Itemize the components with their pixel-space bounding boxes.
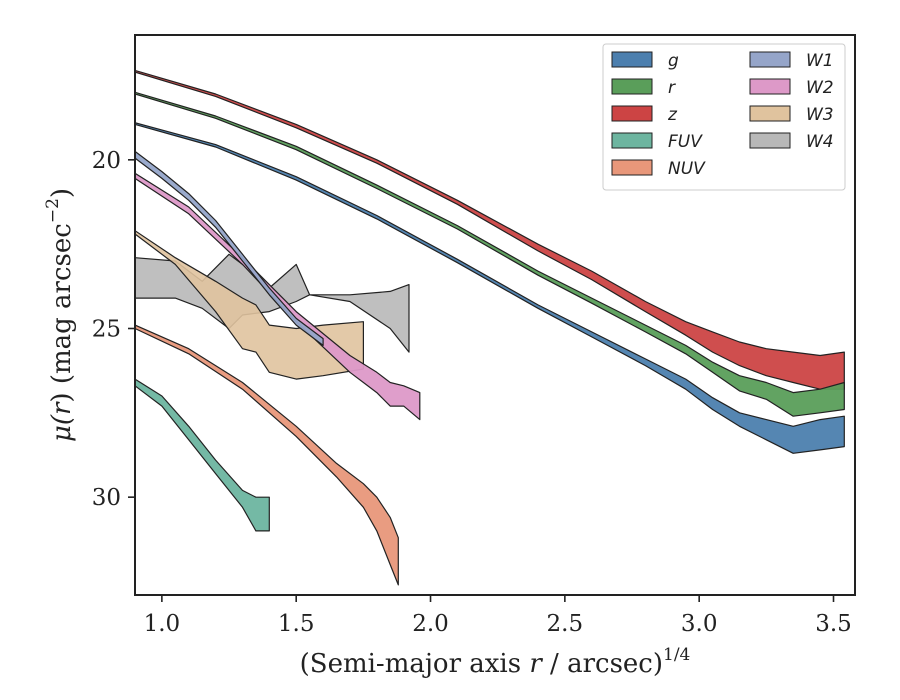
series-band-w4 <box>135 253 410 353</box>
legend-label-w4: W4 <box>806 132 834 152</box>
series-band-w3 <box>135 230 364 380</box>
legend-label-fuv: FUV <box>668 132 703 152</box>
x-tick-label: 3.0 <box>681 611 718 637</box>
legend-swatch-w2 <box>749 78 791 95</box>
legend-swatch-r <box>611 78 653 95</box>
ticks-layer: 1.0 1.5 2.0 2.5 3.0 3.5 20 25 30 <box>92 148 852 637</box>
y-axis-title: μ(r) (mag arcsec−2) <box>43 188 77 442</box>
legend-swatch-g <box>611 51 653 68</box>
series-band-g <box>135 122 845 454</box>
x-tick-label: 2.0 <box>412 611 449 637</box>
legend-swatch-w3 <box>749 105 791 122</box>
legend-swatch-w1 <box>749 51 791 68</box>
legend-swatch-fuv <box>611 132 653 149</box>
y-tick-label: 20 <box>92 148 121 174</box>
y-tick-label: 30 <box>92 485 121 511</box>
x-tick-label: 3.5 <box>815 611 852 637</box>
legend-label-w1: W1 <box>806 51 834 71</box>
x-tick-label: 2.5 <box>547 611 584 637</box>
series-layer <box>135 69 845 586</box>
legend: grz FUV NUV W1 W2 W3 W4 <box>602 43 846 191</box>
legend-swatch-z <box>611 105 653 122</box>
legend-label-z: z <box>667 105 678 125</box>
legend-swatch-nuv <box>611 159 653 176</box>
x-tick-label: 1.0 <box>144 611 181 637</box>
y-tick-label: 25 <box>92 316 121 342</box>
legend-swatch-w4 <box>749 132 791 149</box>
series-band-nuv <box>135 324 399 586</box>
series-band-fuv <box>135 378 270 532</box>
series-band-w1 <box>135 150 324 346</box>
x-axis-title: (Semi-major axis r / arcsec)1/4 <box>300 645 691 679</box>
x-tick-label: 1.5 <box>278 611 315 637</box>
legend-label-w3: W3 <box>806 105 834 125</box>
legend-label-g: g <box>668 51 679 71</box>
legend-label-r: r <box>668 78 676 98</box>
plot-frame <box>134 34 856 596</box>
legend-label-w2: W2 <box>806 78 834 98</box>
legend-label-nuv: NUV <box>668 159 706 179</box>
series-band-r <box>135 91 845 417</box>
